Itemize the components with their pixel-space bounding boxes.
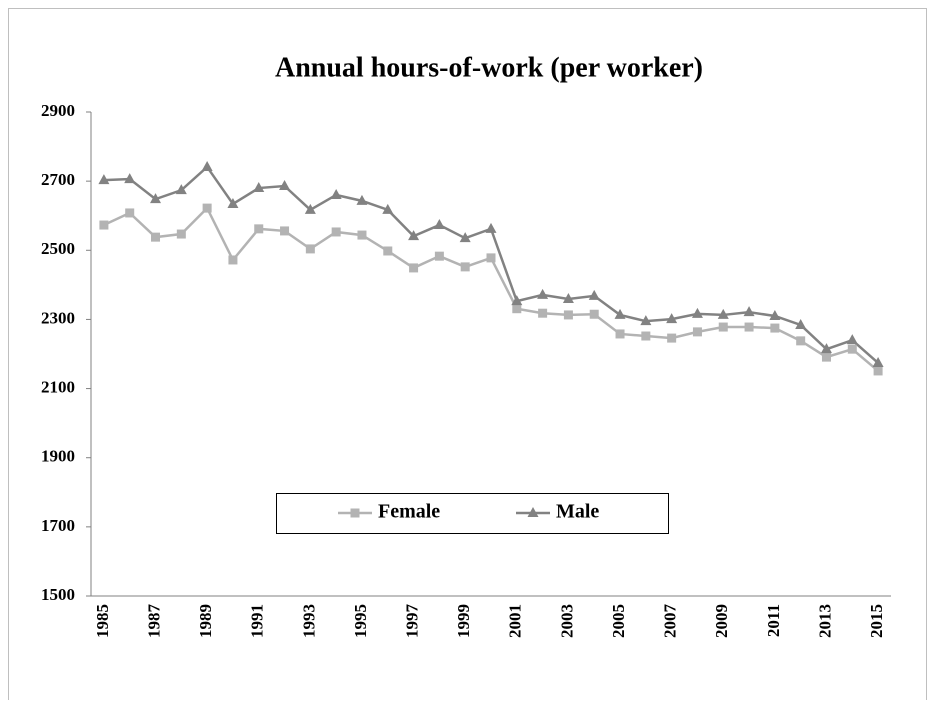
x-tick-label: 2003 bbox=[557, 604, 576, 638]
data-point bbox=[280, 226, 290, 236]
y-tick-label: 2700 bbox=[41, 170, 75, 189]
data-point bbox=[304, 203, 316, 214]
data-point bbox=[770, 323, 780, 333]
data-point bbox=[796, 336, 806, 346]
data-point bbox=[511, 295, 523, 306]
x-tick-label: 2005 bbox=[609, 604, 628, 638]
data-point bbox=[151, 232, 161, 242]
x-tick-label: 1995 bbox=[351, 604, 370, 638]
x-tick-label: 2001 bbox=[506, 604, 525, 638]
data-point bbox=[640, 315, 652, 326]
data-point bbox=[434, 251, 444, 261]
data-point bbox=[821, 352, 831, 362]
x-tick-label: 2011 bbox=[764, 604, 783, 637]
y-tick-label: 1700 bbox=[41, 516, 75, 535]
data-point bbox=[98, 174, 110, 185]
data-point bbox=[409, 263, 419, 273]
x-tick-label: 2007 bbox=[661, 604, 680, 639]
data-point bbox=[486, 253, 496, 263]
x-tick-label: 1987 bbox=[144, 604, 163, 639]
data-point bbox=[254, 224, 264, 234]
data-point bbox=[485, 222, 497, 233]
x-tick-label: 1991 bbox=[248, 604, 267, 638]
data-point bbox=[666, 313, 678, 324]
data-point bbox=[744, 322, 754, 332]
data-point bbox=[872, 356, 884, 367]
data-point bbox=[743, 306, 755, 317]
y-tick-label: 2100 bbox=[41, 377, 75, 396]
data-point bbox=[795, 318, 807, 329]
x-tick-label: 1993 bbox=[299, 604, 318, 638]
y-tick-label: 2300 bbox=[41, 308, 75, 327]
chart-frame bbox=[8, 8, 927, 705]
data-point bbox=[330, 188, 342, 199]
x-tick-label: 1989 bbox=[196, 604, 215, 638]
x-tick-label: 2009 bbox=[712, 604, 731, 638]
data-point bbox=[588, 289, 600, 300]
data-point bbox=[175, 184, 187, 195]
data-point bbox=[99, 220, 109, 230]
data-point bbox=[641, 331, 651, 341]
data-point bbox=[408, 230, 420, 241]
x-tick-label: 1997 bbox=[402, 604, 421, 639]
legend-label: Female bbox=[378, 501, 440, 523]
data-point bbox=[769, 309, 781, 320]
x-tick-label: 2015 bbox=[867, 604, 886, 638]
data-point bbox=[279, 179, 291, 190]
x-tick-label: 1999 bbox=[454, 604, 473, 638]
data-point bbox=[459, 232, 471, 243]
data-point bbox=[615, 329, 625, 339]
data-point bbox=[331, 227, 341, 237]
data-point bbox=[718, 322, 728, 332]
data-point bbox=[589, 309, 599, 319]
y-tick-label: 1500 bbox=[41, 585, 75, 604]
data-point bbox=[383, 246, 393, 256]
data-point bbox=[356, 194, 368, 205]
data-point bbox=[253, 182, 265, 193]
data-point bbox=[562, 293, 574, 304]
data-point bbox=[227, 197, 239, 208]
data-point bbox=[176, 229, 186, 239]
data-point bbox=[433, 219, 445, 230]
data-point bbox=[563, 310, 573, 320]
legend-marker bbox=[350, 508, 360, 518]
chart-title: Annual hours-of-work (per worker) bbox=[275, 52, 703, 83]
x-tick-label: 1985 bbox=[93, 604, 112, 638]
data-point bbox=[691, 307, 703, 318]
y-tick-label: 2500 bbox=[41, 239, 75, 258]
data-point bbox=[201, 160, 213, 171]
y-tick-label: 2900 bbox=[41, 101, 75, 120]
data-point bbox=[305, 244, 315, 254]
data-point bbox=[538, 308, 548, 318]
data-point bbox=[717, 308, 729, 319]
data-point bbox=[614, 308, 626, 319]
y-tick-label: 1900 bbox=[41, 447, 75, 466]
data-point bbox=[692, 327, 702, 337]
legend-label: Male bbox=[556, 501, 599, 523]
data-point bbox=[125, 208, 135, 218]
x-tick-label: 2013 bbox=[815, 604, 834, 638]
data-point bbox=[873, 366, 883, 376]
data-point bbox=[537, 288, 549, 299]
data-point bbox=[124, 173, 136, 184]
data-point bbox=[228, 255, 238, 265]
data-point bbox=[382, 203, 394, 214]
data-point bbox=[847, 344, 857, 354]
data-point bbox=[512, 304, 522, 314]
data-point bbox=[150, 193, 162, 204]
legend-marker bbox=[527, 507, 539, 517]
data-point bbox=[846, 334, 858, 345]
legend-box bbox=[276, 493, 669, 534]
data-point bbox=[357, 230, 367, 240]
data-point bbox=[202, 203, 212, 213]
data-point bbox=[820, 343, 832, 354]
data-point bbox=[460, 262, 470, 272]
data-point bbox=[667, 333, 677, 343]
